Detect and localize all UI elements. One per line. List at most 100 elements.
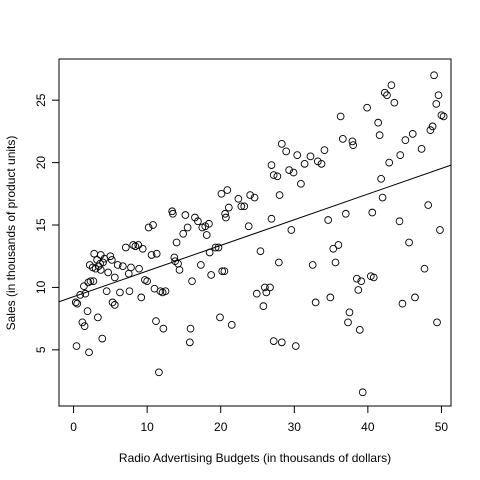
data-point: [143, 277, 151, 286]
data-point: [385, 158, 394, 167]
data-point: [224, 203, 233, 212]
data-point: [149, 221, 157, 229]
y-tick-label: 25: [34, 93, 48, 107]
data-point: [155, 368, 163, 377]
data-point: [277, 140, 286, 148]
data-point: [93, 313, 102, 322]
data-point: [345, 308, 354, 317]
data-point: [336, 112, 345, 121]
data-point: [135, 264, 143, 273]
data-point: [72, 342, 81, 350]
data-point: [274, 258, 283, 267]
data-point: [300, 159, 309, 168]
data-point: [217, 189, 226, 198]
data-point: [369, 273, 378, 282]
data-point: [240, 202, 249, 211]
data-point: [116, 288, 124, 297]
data-point: [395, 217, 404, 226]
regression-line: [58, 164, 452, 303]
data-point: [387, 81, 396, 90]
data-point: [352, 274, 361, 283]
data-point: [185, 338, 194, 347]
data-point: [262, 288, 271, 297]
data-point: [84, 278, 93, 287]
data-point: [138, 244, 147, 253]
data-point: [375, 131, 384, 139]
data-point: [152, 249, 161, 258]
data-point: [420, 264, 429, 273]
data-point: [338, 135, 347, 143]
data-point: [104, 268, 112, 277]
data-point: [96, 251, 105, 259]
data-point: [285, 166, 293, 174]
data-point: [90, 249, 99, 258]
data-point: [341, 209, 350, 218]
data-point: [408, 130, 417, 138]
data-point: [291, 342, 300, 350]
data-point: [170, 253, 179, 262]
y-axis-title: Sales (in thousands of product units): [4, 136, 18, 331]
x-axis: 0 10 20 30 40 50: [70, 406, 448, 434]
data-point: [355, 326, 364, 334]
data-point: [311, 298, 320, 307]
data-point: [383, 91, 391, 100]
data-point: [354, 286, 363, 294]
data-point: [216, 313, 224, 322]
data-point: [175, 266, 184, 274]
data-point: [137, 293, 146, 302]
data-point: [426, 126, 435, 134]
data-point: [275, 191, 284, 199]
data-point: [147, 251, 156, 259]
data-point: [349, 141, 357, 149]
data-point: [390, 98, 399, 107]
data-point: [121, 243, 130, 252]
data-point: [156, 287, 165, 296]
x-tick-label: 10: [140, 420, 154, 434]
y-tick-label: 5: [34, 346, 48, 353]
data-point: [378, 193, 387, 202]
x-tick-label: 0: [70, 420, 77, 434]
data-point: [152, 317, 160, 325]
data-point: [179, 229, 188, 238]
y-tick-label: 10: [34, 280, 48, 294]
data-point: [124, 269, 133, 278]
data-point: [218, 267, 227, 276]
data-point: [134, 241, 143, 249]
data-point: [269, 171, 278, 179]
data-point: [96, 266, 105, 274]
data-point: [234, 194, 243, 203]
data-point: [181, 211, 190, 219]
y-axis: 5 10 15 20 25: [34, 93, 59, 353]
data-point: [221, 209, 229, 218]
data-point: [113, 261, 122, 269]
data-point: [405, 238, 413, 247]
data-point: [396, 151, 405, 159]
data-point: [277, 338, 286, 347]
data-point: [424, 201, 433, 209]
data-point: [439, 112, 448, 121]
data-point: [102, 287, 111, 296]
data-point: [80, 282, 88, 291]
x-axis-title: Radio Advertising Budgets (in thousands …: [119, 451, 391, 465]
data-point: [259, 302, 268, 310]
data-point: [129, 241, 138, 249]
data-point: [227, 321, 236, 329]
data-point: [110, 301, 119, 309]
data-point: [205, 219, 213, 228]
data-point: [267, 161, 276, 169]
data-point: [436, 226, 444, 234]
x-tick-label: 40: [361, 420, 375, 434]
data-point: [329, 244, 338, 253]
data-point: [144, 223, 153, 232]
data-point: [85, 348, 93, 357]
data-point: [331, 258, 340, 267]
x-tick-label: 50: [435, 420, 449, 434]
data-point: [289, 168, 298, 177]
data-point: [358, 388, 367, 397]
data-point: [317, 159, 326, 168]
data-point: [287, 226, 296, 234]
data-point: [357, 277, 366, 286]
data-point: [348, 137, 357, 146]
data-point: [417, 145, 426, 153]
data-point: [99, 258, 107, 267]
